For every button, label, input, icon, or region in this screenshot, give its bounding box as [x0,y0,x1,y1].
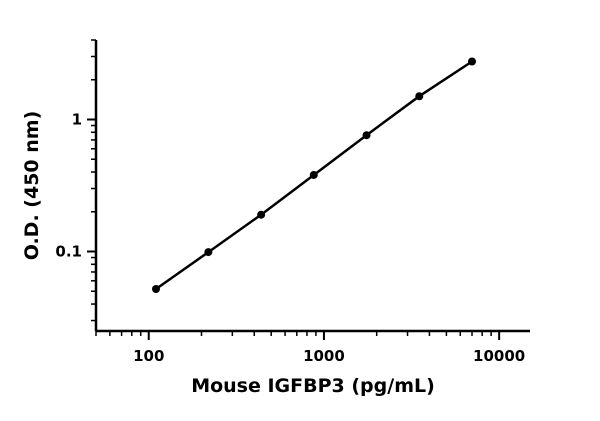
data-point [415,92,424,101]
data-point [151,285,160,294]
x-major-ticks: 100 1000 10000 [133,331,525,365]
data-point [362,131,371,140]
data-point [468,57,477,66]
plot-area [151,57,477,294]
data-point [204,248,213,257]
x-tick-label: 100 [133,347,164,365]
x-tick-label: 10000 [473,347,525,365]
y-tick-label: 1 [72,110,82,128]
x-tick-label: 1000 [303,347,345,365]
y-major-ticks: 0.11 [55,110,96,261]
y-axis-title: O.D. (450 nm) [21,111,43,261]
x-axis-title: Mouse IGFBP3 (pg/mL) [191,375,435,397]
y-tick-label: 0.1 [55,243,82,261]
data-point [309,170,318,179]
data-point [257,210,266,219]
